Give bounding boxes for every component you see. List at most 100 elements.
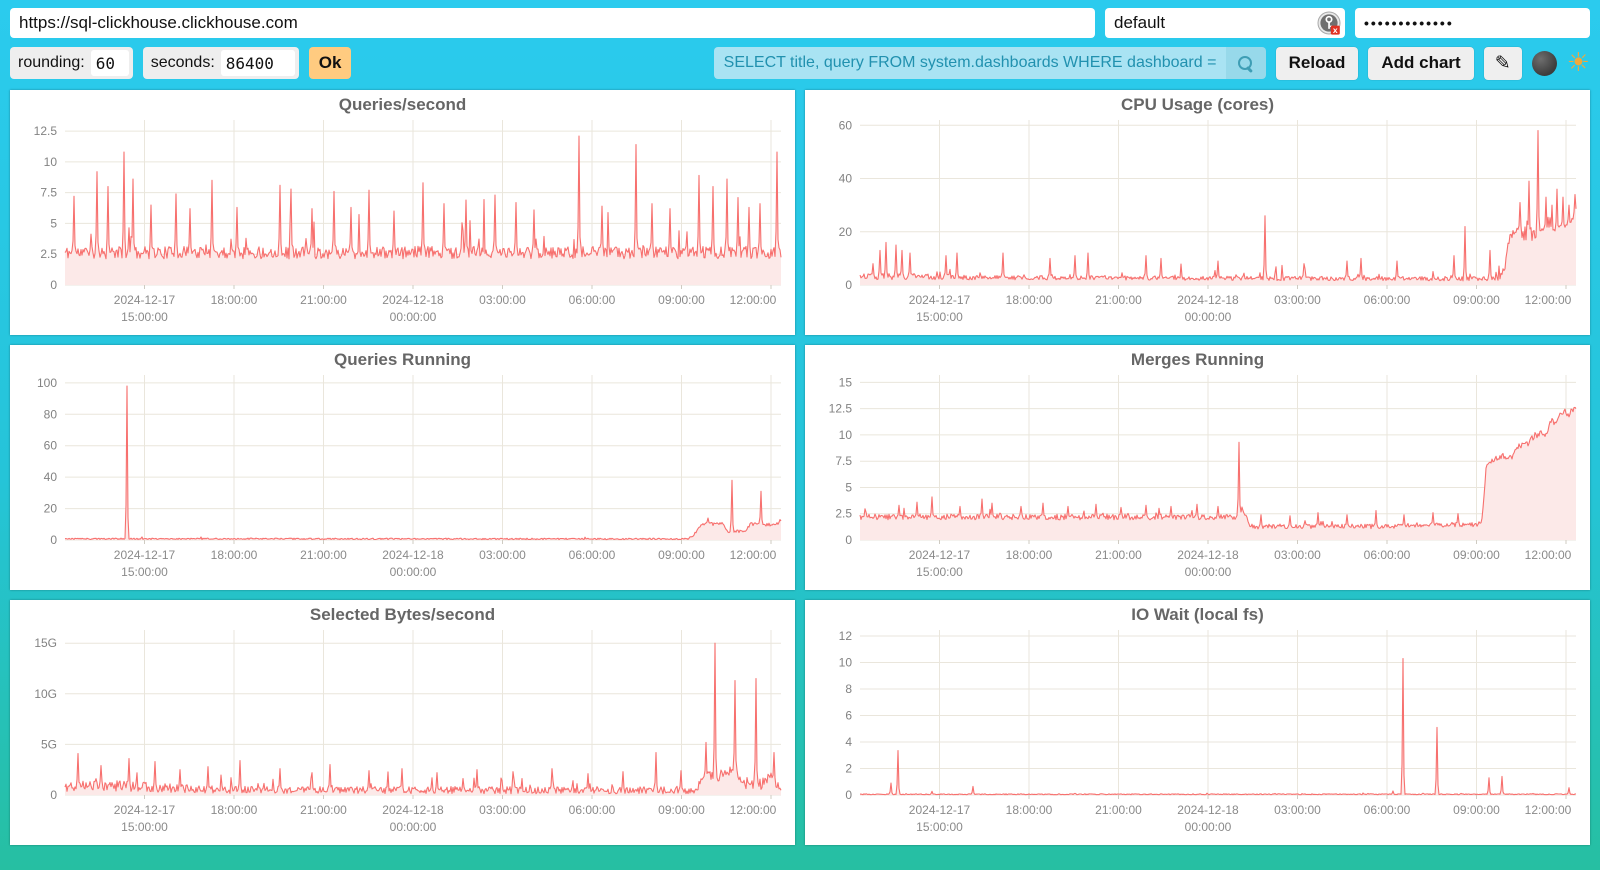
svg-text:15G: 15G (34, 636, 57, 650)
chart-card-5: Selected Bytes/second 0 5G 10G 15G 2024-12-17… (10, 600, 795, 845)
svg-text:60: 60 (839, 118, 853, 132)
svg-text:09:00:00: 09:00:00 (658, 803, 705, 817)
svg-text:10: 10 (839, 656, 853, 670)
svg-text:6: 6 (845, 709, 852, 723)
svg-text:x: x (1333, 25, 1338, 35)
svg-text:8: 8 (845, 682, 852, 696)
chart-card-4: Merges Running 0 2.5 5 7.5 10 12.5 15 2024-12-17… (805, 345, 1590, 590)
sun-face-icon[interactable]: ☀ (1566, 48, 1590, 78)
svg-text:12.5: 12.5 (34, 124, 58, 138)
svg-text:03:00:00: 03:00:00 (479, 803, 526, 817)
svg-text:2024-12-17: 2024-12-17 (114, 293, 176, 307)
svg-text:5G: 5G (41, 737, 57, 751)
add-chart-button[interactable]: Add chart (1368, 46, 1474, 80)
chart-title: Selected Bytes/second (309, 605, 496, 624)
chart-title: CPU Usage (cores) (1120, 95, 1275, 114)
chart-card-2: CPU Usage (cores) 0 20 40 60 2024-12-17 15:00:… (805, 90, 1590, 335)
svg-text:2024-12-17: 2024-12-17 (909, 548, 971, 562)
password-input[interactable] (1355, 8, 1590, 38)
chart-card-3: Queries Running 0 20 40 60 80 100 2024-12-17 15:… (10, 345, 795, 590)
svg-text:2: 2 (845, 762, 852, 776)
svg-text:40: 40 (44, 470, 58, 484)
svg-text:12:00:00: 12:00:00 (1525, 803, 1572, 817)
key-badge-icon[interactable]: x (1317, 11, 1341, 35)
rounding-input[interactable] (90, 50, 129, 76)
chart-plot[interactable]: 0 5G 10G 15G 2024-12-17 15:00:00 18:00:00 21:00… (10, 600, 795, 845)
svg-text:2024-12-17: 2024-12-17 (909, 293, 971, 307)
svg-text:15:00:00: 15:00:00 (916, 310, 963, 324)
svg-text:15:00:00: 15:00:00 (121, 310, 168, 324)
svg-text:15:00:00: 15:00:00 (916, 565, 963, 579)
svg-text:10: 10 (44, 155, 58, 169)
svg-text:12: 12 (839, 629, 853, 643)
svg-text:4: 4 (845, 735, 852, 749)
svg-text:21:00:00: 21:00:00 (300, 803, 347, 817)
svg-text:0: 0 (50, 533, 57, 547)
edit-button[interactable]: ✎ (1483, 46, 1522, 80)
svg-text:09:00:00: 09:00:00 (1453, 548, 1500, 562)
pencil-icon: ✎ (1494, 52, 1511, 74)
svg-text:100: 100 (37, 376, 57, 390)
controls-bar: rounding: seconds: Ok Reload Add chart ✎… (10, 46, 1590, 80)
user-input[interactable] (1105, 8, 1345, 38)
svg-text:09:00:00: 09:00:00 (658, 293, 705, 307)
svg-text:0: 0 (845, 278, 852, 292)
svg-text:21:00:00: 21:00:00 (1095, 293, 1142, 307)
seconds-input[interactable] (220, 50, 295, 76)
svg-text:15: 15 (839, 375, 853, 389)
svg-text:5: 5 (50, 216, 57, 230)
svg-text:5: 5 (845, 481, 852, 495)
magnifier-icon (1238, 55, 1253, 71)
topbar: x (10, 8, 1590, 38)
search-button[interactable] (1225, 47, 1266, 79)
ok-button[interactable]: Ok (308, 47, 352, 79)
svg-text:00:00:00: 00:00:00 (1185, 310, 1232, 324)
svg-text:20: 20 (44, 502, 58, 516)
svg-text:20: 20 (839, 225, 853, 239)
svg-text:03:00:00: 03:00:00 (479, 548, 526, 562)
svg-text:12.5: 12.5 (829, 402, 853, 416)
moon-face-icon[interactable] (1531, 50, 1557, 76)
svg-text:7.5: 7.5 (835, 454, 852, 468)
svg-text:18:00:00: 18:00:00 (211, 803, 258, 817)
svg-text:18:00:00: 18:00:00 (1006, 293, 1053, 307)
chart-plot[interactable]: 0 2 4 6 8 10 12 2024-12-17 15:00:00 18:00:00 21:00… (805, 600, 1590, 845)
svg-text:2024-12-17: 2024-12-17 (909, 803, 971, 817)
chart-plot[interactable]: 0 2.5 5 7.5 10 12.5 15 2024-12-17 15:00:00 18:00:… (805, 345, 1590, 590)
charts-grid: Queries/second 0 2.5 5 7.5 10 12.5 2024-12-17 15… (10, 90, 1590, 845)
svg-text:10: 10 (839, 428, 853, 442)
svg-text:80: 80 (44, 407, 58, 421)
svg-text:21:00:00: 21:00:00 (1095, 548, 1142, 562)
svg-text:03:00:00: 03:00:00 (479, 293, 526, 307)
svg-text:18:00:00: 18:00:00 (211, 548, 258, 562)
svg-text:2024-12-18: 2024-12-18 (1177, 293, 1239, 307)
svg-text:09:00:00: 09:00:00 (1453, 803, 1500, 817)
svg-text:06:00:00: 06:00:00 (1364, 293, 1411, 307)
svg-text:06:00:00: 06:00:00 (1364, 803, 1411, 817)
chart-plot[interactable]: 0 2.5 5 7.5 10 12.5 2024-12-17 15:00:00 18:00:00… (10, 90, 795, 335)
svg-text:09:00:00: 09:00:00 (658, 548, 705, 562)
svg-text:15:00:00: 15:00:00 (916, 820, 963, 834)
svg-text:00:00:00: 00:00:00 (390, 310, 437, 324)
svg-text:2024-12-17: 2024-12-17 (114, 548, 176, 562)
svg-text:09:00:00: 09:00:00 (1453, 293, 1500, 307)
chart-plot[interactable]: 0 20 40 60 2024-12-17 15:00:00 18:00:00 21:00:0… (805, 90, 1590, 335)
chart-title: IO Wait (local fs) (1131, 605, 1264, 624)
reload-button[interactable]: Reload (1275, 46, 1359, 80)
svg-text:12:00:00: 12:00:00 (730, 803, 777, 817)
chart-title: Queries Running (334, 350, 471, 369)
svg-text:0: 0 (845, 788, 852, 802)
svg-text:06:00:00: 06:00:00 (569, 548, 616, 562)
svg-text:21:00:00: 21:00:00 (300, 293, 347, 307)
svg-text:2024-12-18: 2024-12-18 (382, 803, 444, 817)
svg-text:0: 0 (50, 278, 57, 292)
svg-text:2024-12-18: 2024-12-18 (1177, 548, 1239, 562)
chart-plot[interactable]: 0 20 40 60 80 100 2024-12-17 15:00:00 18:00:00 21… (10, 345, 795, 590)
svg-text:18:00:00: 18:00:00 (1006, 548, 1053, 562)
search-input[interactable] (713, 47, 1226, 79)
url-input[interactable] (10, 8, 1095, 38)
svg-text:18:00:00: 18:00:00 (1006, 803, 1053, 817)
svg-text:00:00:00: 00:00:00 (390, 820, 437, 834)
svg-text:03:00:00: 03:00:00 (1274, 803, 1321, 817)
svg-text:2.5: 2.5 (40, 247, 57, 261)
